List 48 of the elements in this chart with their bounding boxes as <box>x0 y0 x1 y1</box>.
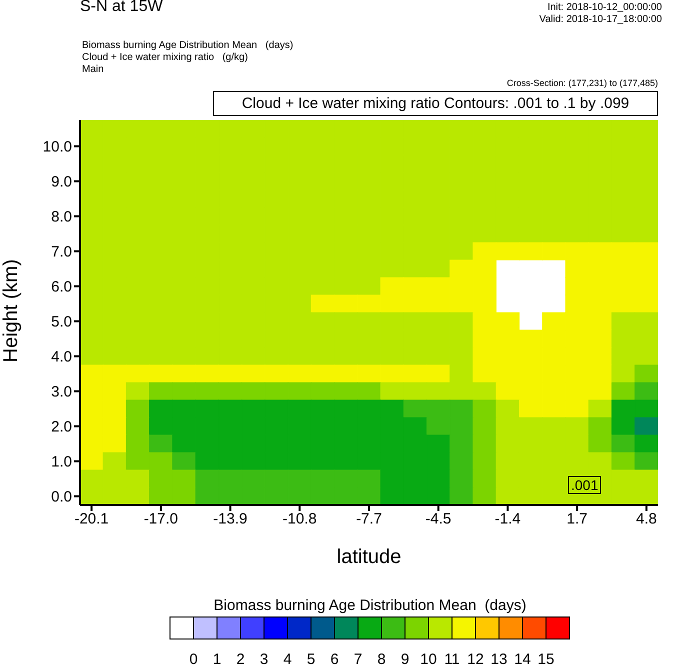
x-tick-label: -1.4 <box>494 510 521 528</box>
y-tick-label: 3.0 <box>51 384 72 401</box>
color-bar-label: 5 <box>306 651 316 668</box>
x-tick-label: -17.0 <box>144 510 178 528</box>
x-axis-title: latitude <box>336 546 402 568</box>
color-bar-label: 1 <box>212 651 222 668</box>
y-tick-label: 8.0 <box>51 208 72 226</box>
x-tick-label: -13.9 <box>213 510 248 528</box>
color-bar-label: 2 <box>236 651 245 668</box>
y-tick-label: 10.0 <box>42 138 72 156</box>
color-bar-label: 11 <box>444 651 460 668</box>
color-bar-label: 15 <box>538 651 554 668</box>
color-bar-title: Biomass burning Age Distribution Mean (days) <box>212 597 528 614</box>
color-bar-label: 12 <box>467 651 484 668</box>
text: Biomass burning Age Distribution Mean (days) <box>82 40 294 52</box>
text: Main <box>82 64 105 76</box>
annotation: .001 <box>568 476 602 494</box>
text: Init: 2018-10-12_00:00:00 <box>546 2 662 14</box>
text: Cloud + Ice water mixing ratio (g/kg) <box>82 52 249 64</box>
color-bar-label: 13 <box>490 651 508 668</box>
text-box: Cloud + Ice water mixing ratio Contours: .001 to .1 by .099 <box>213 91 658 116</box>
color-bar-label: 6 <box>330 651 339 668</box>
color-bar-label: 9 <box>400 651 410 668</box>
y-tick-label: 0.0 <box>51 488 72 506</box>
y-axis-title: Height (km) <box>0 259 22 362</box>
y-tick-label: 1.0 <box>51 454 72 471</box>
x-tick-label: -7.7 <box>356 510 382 528</box>
x-tick-label: 1.7 <box>566 510 588 528</box>
y-tick-label: 4.0 <box>51 348 72 366</box>
y-tick-label: 2.0 <box>51 418 72 436</box>
x-tick-label: -10.8 <box>282 510 317 528</box>
y-tick-label: 5.0 <box>51 314 72 331</box>
color-bar-label: 14 <box>514 651 531 668</box>
text: Valid: 2018-10-17_18:00:00 <box>539 14 662 26</box>
color-bar-label: 10 <box>420 651 437 668</box>
x-tick-label: -4.5 <box>425 510 452 528</box>
color-bar-label: 0 <box>189 651 198 668</box>
y-tick-label: 9.0 <box>51 174 72 191</box>
text: Cross-Section: (177,231) to (177,485) <box>506 78 658 88</box>
color-bar-label: 7 <box>354 651 362 668</box>
y-tick-label: 6.0 <box>51 278 72 296</box>
y-tick-label: 7.0 <box>51 244 72 261</box>
x-tick-label: -20.1 <box>74 510 109 528</box>
x-tick-label: 4.8 <box>636 510 657 528</box>
color-bar-label: 8 <box>377 651 386 668</box>
color-bar-label: 4 <box>283 651 292 668</box>
chart-title: S-N at 15W <box>80 0 163 16</box>
color-bar-label: 3 <box>260 651 268 668</box>
